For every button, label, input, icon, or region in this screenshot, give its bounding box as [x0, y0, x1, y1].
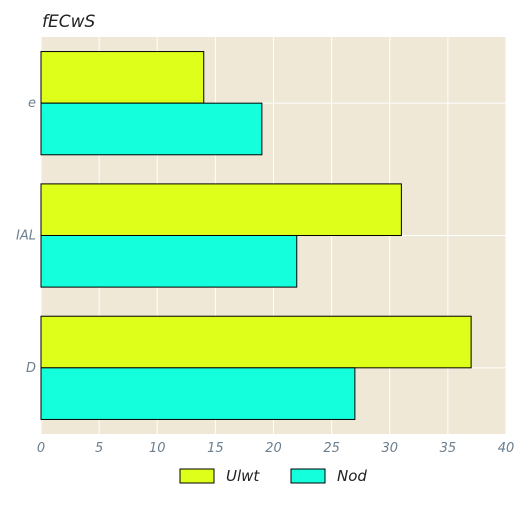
- bars-layer: [40, 51, 472, 420]
- legend-swatch-ulwt: [179, 468, 215, 484]
- x-axis: 0 5 10 15 20 25 30 35 40: [37, 441, 514, 456]
- x-tick-label: 0: [37, 441, 45, 456]
- bar-ulwt-d: [40, 315, 472, 369]
- x-tick-label: 25: [323, 441, 340, 456]
- x-tick-label: 15: [207, 441, 224, 456]
- legend: Ulwt Nod: [179, 467, 367, 485]
- x-tick-label: 40: [498, 441, 515, 456]
- bar-ulwt-ial: [40, 183, 402, 236]
- y-tick-label: IAL: [16, 229, 36, 244]
- x-tick-label: 10: [149, 441, 166, 456]
- x-tick-label: 5: [95, 441, 103, 456]
- x-tick-label: 30: [381, 441, 398, 456]
- chart-title: fECwS: [42, 12, 96, 32]
- x-tick-label: 35: [440, 441, 457, 456]
- legend-swatch-nod: [290, 468, 326, 484]
- y-tick-label: e: [28, 96, 36, 111]
- x-tick-label: 20: [265, 441, 282, 456]
- bar-ulwt-e: [40, 51, 205, 104]
- legend-label-ulwt: Ulwt: [226, 467, 260, 485]
- bar-nod-d: [40, 367, 356, 420]
- legend-label-nod: Nod: [337, 467, 367, 485]
- bar-nod-ial: [40, 235, 298, 288]
- bar-nod-e: [40, 102, 263, 156]
- y-axis: e IAL D: [16, 96, 36, 376]
- y-tick-label: D: [26, 361, 36, 376]
